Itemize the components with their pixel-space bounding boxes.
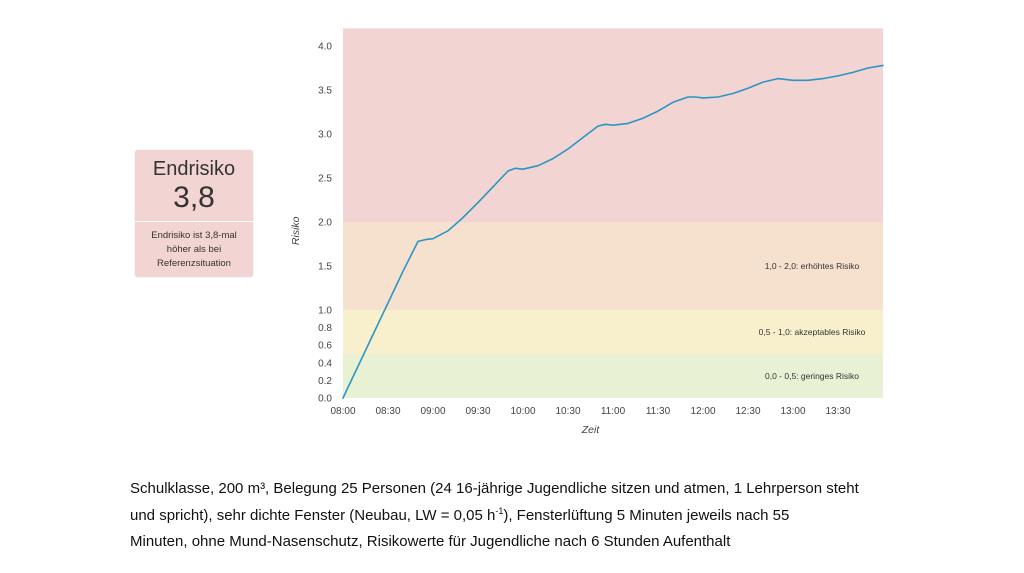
y-tick-label: 1.0 — [318, 306, 332, 317]
caption-line-2-start: und spricht), sehr dichte Fenster (Neuba… — [130, 506, 496, 524]
y-tick-label: 2.5 — [318, 174, 332, 185]
y-tick-label: 4.0 — [318, 42, 332, 53]
final-risk-card: Endrisiko 3,8 Endrisiko ist 3,8-mal höhe… — [135, 150, 253, 277]
x-axis-label: Zeit — [581, 424, 601, 436]
risk-zone-label-2: 1,0 - 2,0: erhöhtes Risiko — [765, 261, 860, 271]
x-tick-label: 09:30 — [465, 406, 490, 417]
card-divider — [135, 221, 253, 222]
y-tick-label: 0.0 — [318, 394, 332, 405]
x-tick-label: 08:00 — [330, 406, 355, 417]
y-tick-label: 2.0 — [318, 218, 332, 229]
caption-line-2: und spricht), sehr dichte Fenster (Neuba… — [130, 503, 910, 530]
series-line-0 — [342, 64, 884, 399]
x-tick-label: 10:30 — [555, 406, 580, 417]
caption-line-1: Schulklasse, 200 m³, Belegung 25 Persone… — [130, 480, 859, 497]
y-axis-label: Risiko — [290, 216, 302, 245]
x-tick-label: 08:30 — [375, 406, 400, 417]
x-tick-label: 09:00 — [420, 406, 445, 417]
risk-zone-2 — [343, 222, 883, 310]
y-tick-label: 1.5 — [318, 262, 332, 273]
x-tick-label: 11:30 — [646, 406, 671, 417]
y-tick-label: 0.2 — [318, 376, 332, 387]
x-tick-label: 11:00 — [601, 406, 626, 417]
y-tick-label: 3.5 — [318, 86, 332, 97]
caption: Schulklasse, 200 m³, Belegung 25 Persone… — [130, 476, 910, 556]
y-tick-label: 3.0 — [318, 130, 332, 141]
x-tick-label: 13:00 — [780, 406, 805, 417]
caption-superscript: -1 — [495, 505, 504, 516]
y-tick-label: 0.4 — [318, 358, 332, 369]
final-risk-value: 3,8 — [173, 181, 215, 214]
risk-zone-label-1: 0,5 - 1,0: akzeptables Risiko — [759, 327, 866, 337]
y-tick-label: 0.8 — [318, 323, 332, 334]
x-tick-label: 12:30 — [735, 406, 760, 417]
caption-line-2-end: ), Fensterlüftung 5 Minuten jeweils nach… — [503, 506, 790, 524]
risk-zone-1 — [343, 310, 883, 354]
final-risk-title: Endrisiko — [152, 158, 236, 180]
caption-line-3: Minuten, ohne Mund-Nasenschutz, Risikowe… — [130, 533, 731, 550]
final-risk-description: Endrisiko ist 3,8-mal höher als bei Refe… — [151, 230, 237, 269]
x-tick-label: 12:00 — [690, 406, 715, 417]
risk-zone-label-0: 0,0 - 0,5: geringes Risiko — [765, 371, 859, 381]
x-tick-label: 13:30 — [825, 406, 850, 417]
x-tick-label: 10:00 — [510, 406, 535, 417]
y-tick-label: 0.6 — [318, 341, 332, 352]
risk-chart: 0,0 - 0,5: geringes Risiko 0,5 - 1,0: akz… — [290, 28, 884, 436]
risk-zone-0 — [343, 354, 883, 398]
